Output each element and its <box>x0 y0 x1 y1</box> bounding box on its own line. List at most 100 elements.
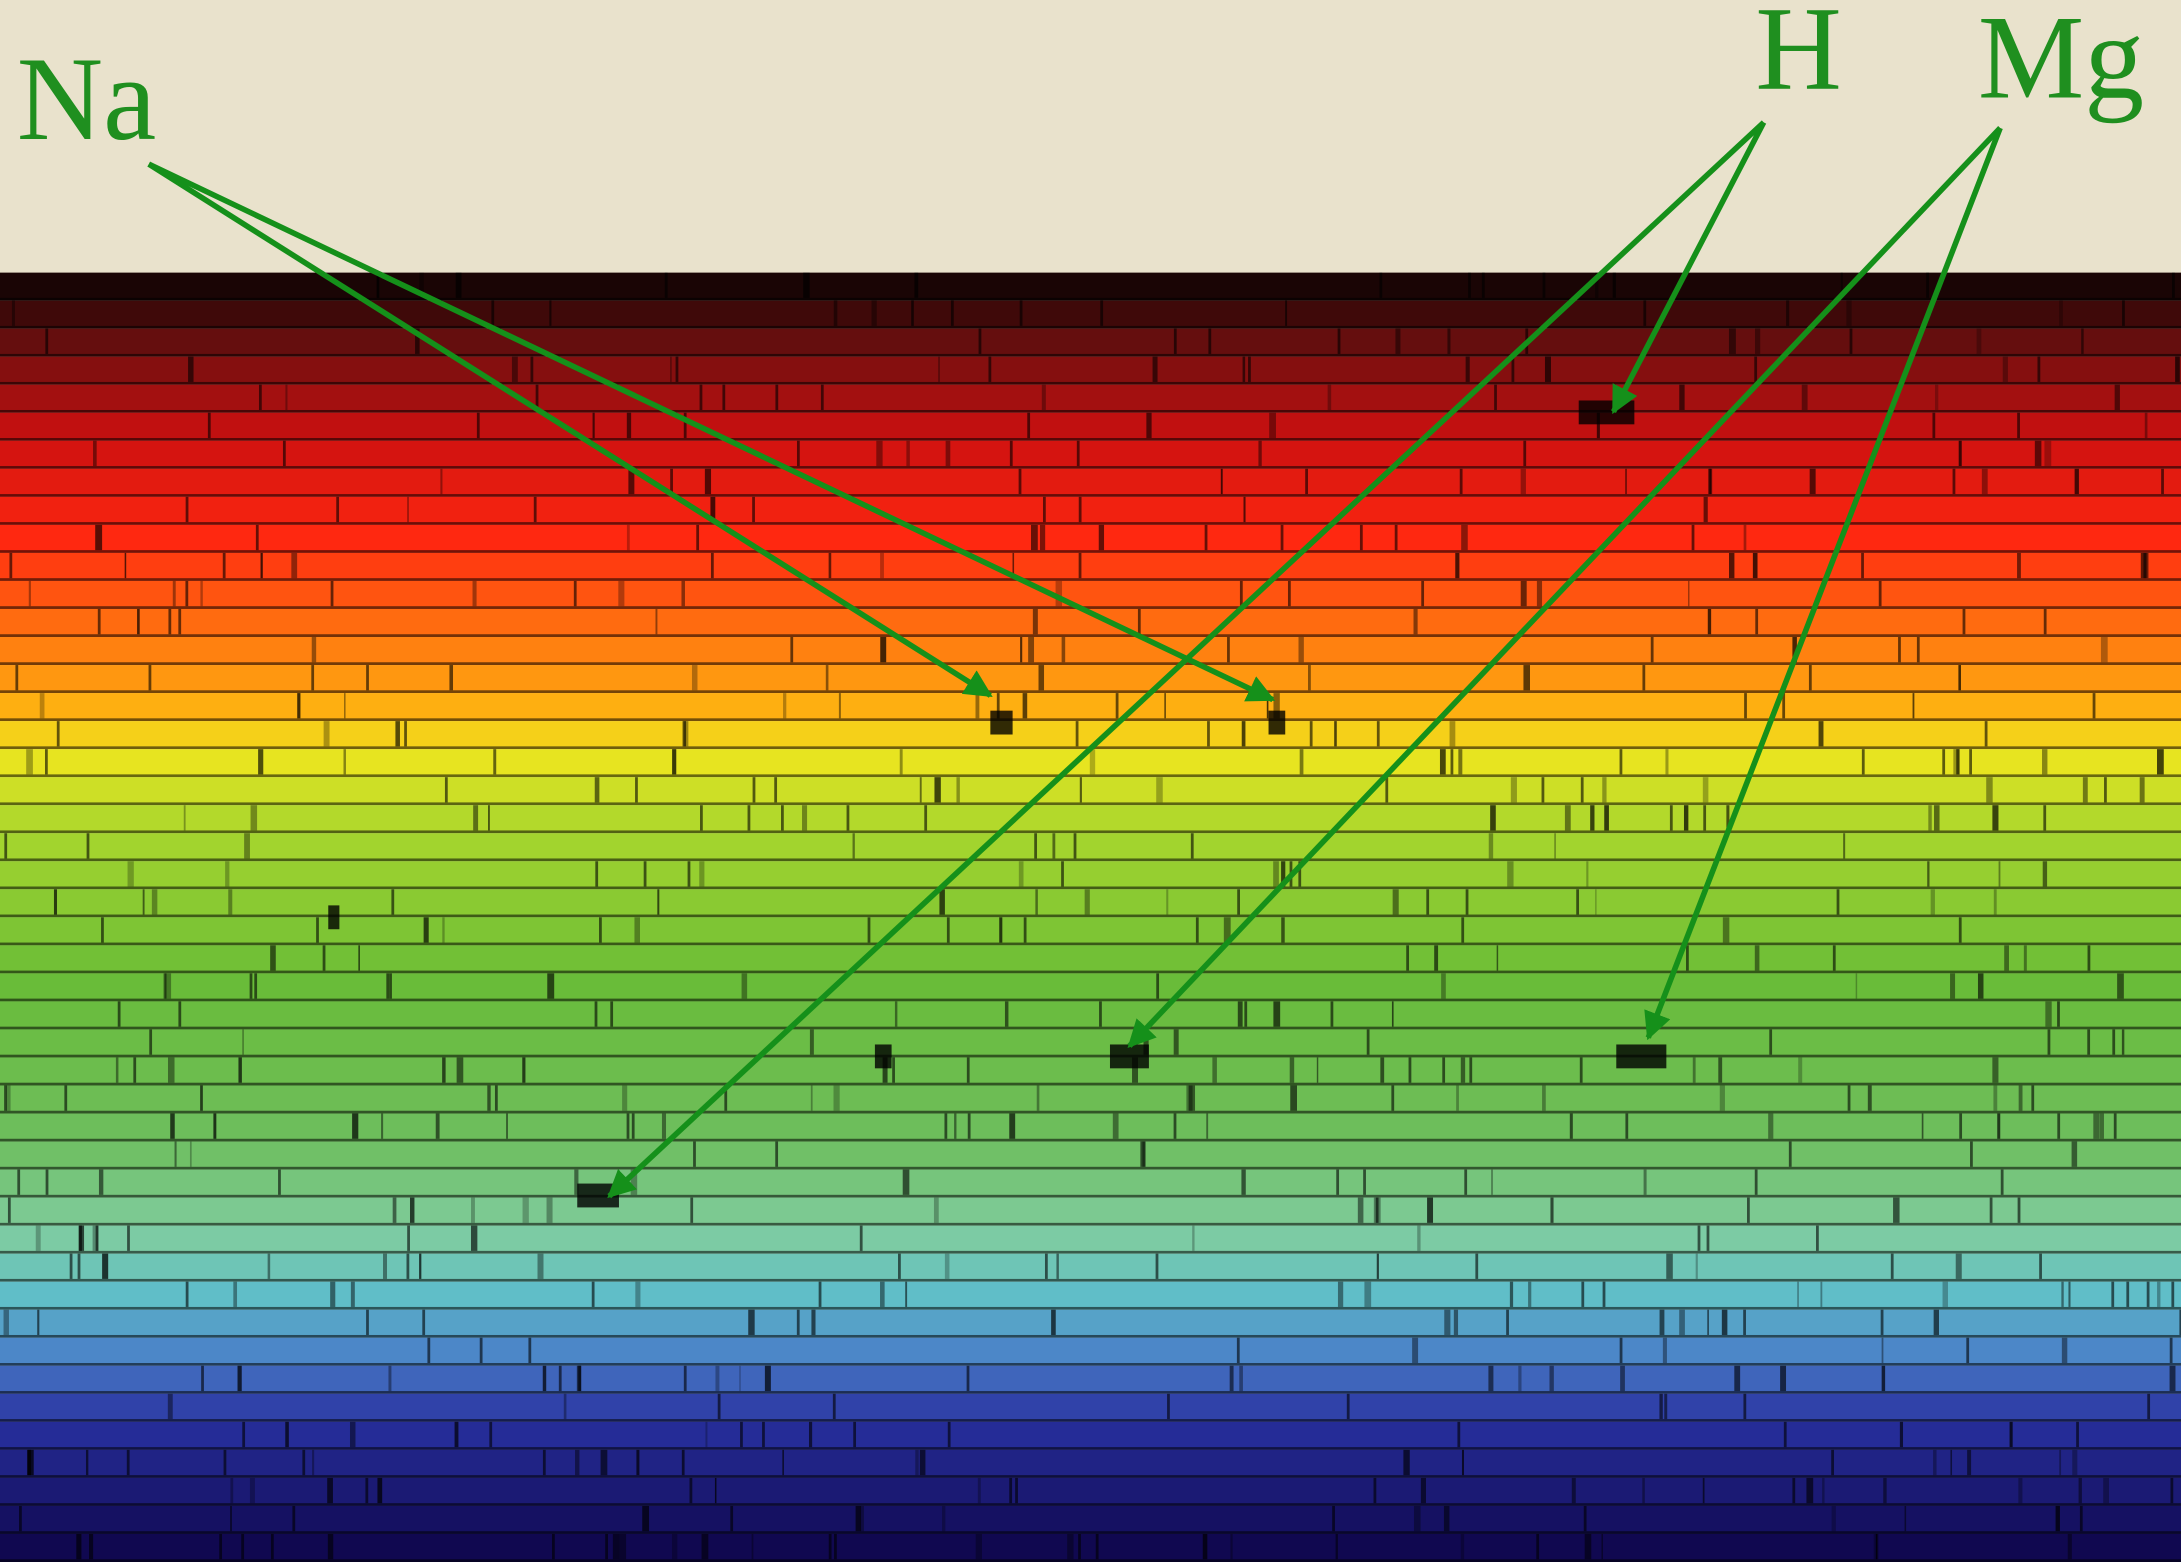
row-separator <box>0 1531 2181 1534</box>
absorption-line <box>1703 777 1709 802</box>
absorption-line <box>410 1198 414 1223</box>
segment-break <box>127 1226 130 1251</box>
segment-break <box>2122 301 2125 326</box>
absorption-line <box>619 1534 626 1559</box>
spectrum-row <box>0 1001 2181 1029</box>
absorption-line <box>395 721 400 746</box>
absorption-line <box>1999 861 2001 886</box>
absorption-line <box>488 805 490 830</box>
absorption-line <box>1768 1114 1773 1139</box>
absorption-line <box>1994 889 1997 914</box>
absorption-line <box>672 1534 677 1559</box>
absorption-line <box>2018 1198 2021 1223</box>
absorption-line <box>1461 525 1468 550</box>
absorption-line <box>238 1057 241 1082</box>
absorption-line <box>1039 665 1045 690</box>
segment-break <box>1061 861 1064 886</box>
absorption-line <box>2045 1001 2051 1026</box>
row-separator <box>0 915 2181 918</box>
segment-break <box>627 1114 630 1139</box>
absorption-line <box>1441 973 1446 998</box>
absorption-line <box>1374 1198 1381 1223</box>
absorption-line <box>946 441 951 466</box>
absorption-line <box>752 1534 754 1559</box>
absorption-line <box>2072 1142 2078 1167</box>
segment-break <box>1580 1057 1583 1082</box>
segment-break <box>635 777 638 802</box>
absorption-line <box>86 1450 88 1475</box>
absorption-line <box>1820 1282 1822 1307</box>
absorption-line <box>1466 357 1470 382</box>
segment-break <box>292 1506 295 1531</box>
segment-break <box>224 1450 227 1475</box>
segment-break <box>480 1338 483 1363</box>
row-separator <box>0 886 2181 889</box>
absorption-line <box>457 1057 464 1082</box>
absorption-line <box>1755 945 1760 970</box>
absorption-line <box>1720 1085 1725 1110</box>
segment-break <box>924 805 927 830</box>
row-separator <box>0 1363 2181 1366</box>
absorption-line <box>1067 1534 1073 1559</box>
segment-break <box>775 1142 778 1167</box>
segment-break <box>1620 1338 1623 1363</box>
segment-break <box>797 1310 800 1335</box>
absorption-line <box>4 1310 9 1335</box>
segment-break <box>559 1366 562 1391</box>
segment-break <box>427 1338 430 1363</box>
segment-break <box>775 385 778 410</box>
segment-break <box>752 497 755 522</box>
segment-break <box>278 1170 281 1195</box>
segment-break <box>1692 525 1695 550</box>
absorption-line <box>1421 1478 1426 1503</box>
absorption-line <box>1290 1085 1297 1110</box>
absorption-line <box>241 1534 244 1559</box>
absorption-line <box>1933 1450 1936 1475</box>
absorption-line <box>1028 637 1034 662</box>
absorption-line <box>853 833 855 858</box>
absorption-line <box>1414 1506 1421 1531</box>
absorption-line <box>1290 1057 1294 1082</box>
segment-break <box>1969 749 1972 774</box>
segment-break <box>1421 581 1424 606</box>
spectrum-row <box>0 1226 2181 1254</box>
absorption-line <box>627 413 631 438</box>
absorption-line <box>2003 357 2008 382</box>
segment-break <box>1208 329 1211 354</box>
absorption-line <box>802 805 807 830</box>
strong-line <box>1269 711 1286 735</box>
absorption-line <box>1238 1001 1243 1026</box>
spectrum-row <box>0 441 2181 469</box>
absorption-line <box>547 973 554 998</box>
segment-break <box>2017 413 2020 438</box>
segment-break <box>1174 1114 1177 1139</box>
spectrum-row <box>0 665 2181 693</box>
absorption-line <box>358 945 360 970</box>
row-separator <box>0 1475 2181 1478</box>
absorption-line <box>1806 1478 1813 1503</box>
absorption-line <box>102 1254 108 1279</box>
segment-break <box>1395 525 1398 550</box>
segment-break <box>1833 945 1836 970</box>
segment-break <box>1494 385 1497 410</box>
spectrum-row <box>0 1170 2181 1198</box>
absorption-line <box>1146 413 1151 438</box>
absorption-line <box>1489 833 1493 858</box>
row-separator <box>0 550 2181 553</box>
absorption-line <box>251 805 258 830</box>
segment-break <box>1898 637 1901 662</box>
absorption-line <box>1666 1254 1673 1279</box>
segment-break <box>595 1001 598 1026</box>
spectrum-row <box>0 1422 2181 1450</box>
absorption-line <box>636 1450 639 1475</box>
spectrum-row <box>0 1310 2181 1338</box>
segment-break <box>57 721 60 746</box>
segment-break <box>676 357 679 382</box>
absorption-line <box>268 1254 271 1279</box>
segment-break <box>2057 1001 2060 1026</box>
absorption-line <box>1950 1450 1952 1475</box>
segment-break <box>1196 917 1199 942</box>
segment-break <box>730 1506 733 1531</box>
segment-break <box>1468 273 1471 298</box>
segment-break <box>1237 1338 1240 1363</box>
